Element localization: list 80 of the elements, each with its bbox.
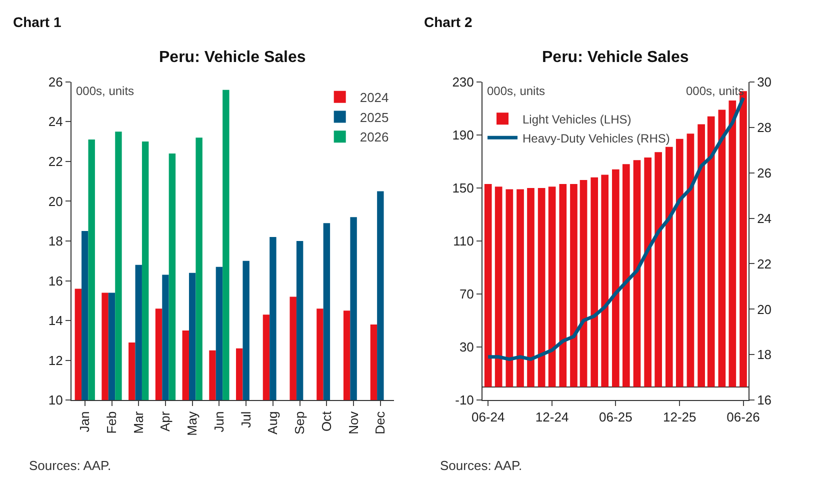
bar [612, 169, 620, 387]
y-tick-label: 16 [48, 273, 63, 288]
bar [718, 110, 726, 387]
y2-tick-label: 22 [757, 256, 772, 272]
y2-tick-label: 20 [757, 302, 772, 317]
bar [527, 188, 534, 387]
bar [494, 186, 502, 387]
x-tick-label: 06-25 [599, 410, 632, 425]
source-note: Sources: AAP. [440, 458, 522, 473]
bar [728, 100, 736, 387]
legend-label: Heavy-Duty Vehicles (RHS) [522, 131, 670, 146]
y-tick-label: 70 [459, 286, 474, 302]
y-tick-label: 110 [453, 234, 474, 249]
x-tick-label: Sep [292, 411, 308, 434]
bar [686, 134, 694, 387]
x-tick-label: Oct [318, 410, 334, 432]
chart-title: Peru: Vehicle Sales [542, 49, 689, 66]
bar [601, 174, 609, 387]
x-tick-label: May [184, 410, 200, 436]
x-tick-label: Dec [372, 410, 388, 434]
y-tick-label: 190 [452, 127, 474, 142]
y-tick-label: 230 [452, 74, 474, 90]
y-tick-label: 30 [459, 340, 474, 355]
y-tick-label: 24 [48, 114, 63, 130]
y2-tick-label: 16 [757, 392, 772, 408]
bar [633, 160, 641, 387]
y2-tick-label: 30 [757, 74, 772, 90]
bar [654, 152, 662, 387]
y-tick-label: 22 [48, 154, 63, 169]
caption: Chart 2 [424, 14, 472, 30]
x-tick-label: Mar [130, 410, 146, 434]
annotation: 000s, units [686, 84, 744, 98]
annotation: 000s, units [76, 84, 134, 98]
x-tick-label: Aug [265, 411, 280, 434]
bar [665, 146, 673, 387]
bar [538, 188, 546, 387]
y-tick-label: -10 [455, 392, 474, 408]
bar [580, 180, 588, 387]
x-tick-label: Feb [104, 411, 119, 434]
x-tick-label: Apr [158, 410, 173, 432]
x-tick-label: 12-25 [663, 410, 696, 425]
x-tick-label: Jul [238, 411, 254, 428]
y-tick-label: 18 [48, 234, 63, 249]
bar [516, 189, 524, 387]
y-tick-label: 12 [48, 352, 63, 368]
bar [698, 124, 705, 387]
y-tick-label: 150 [452, 180, 474, 196]
legend-label: 2026 [360, 130, 389, 145]
x-tick-label: Jun [211, 411, 226, 432]
bar [570, 184, 578, 387]
y2-tick-label: 26 [757, 165, 772, 180]
legend-label: 2025 [360, 110, 389, 125]
legend-label: Light Vehicles (LHS) [522, 112, 632, 126]
bar [644, 157, 652, 387]
y2-tick-label: 18 [757, 347, 772, 362]
x-tick-label: Nov [346, 410, 361, 434]
line-series [486, 96, 745, 361]
caption: Chart 1 [13, 14, 62, 30]
bar [506, 189, 514, 387]
y-tick-label: 26 [48, 74, 63, 90]
bar [590, 177, 598, 387]
x-tick-label: Jan [77, 411, 92, 432]
y-tick-label: 20 [48, 194, 63, 209]
bar [559, 184, 567, 387]
bar [622, 164, 630, 387]
annotation: 000s, units [487, 84, 546, 98]
bar [484, 184, 492, 387]
bar [676, 138, 684, 387]
bar [707, 116, 715, 387]
y-tick-label: 10 [48, 392, 63, 408]
y-tick-label: 14 [48, 313, 63, 328]
x-tick-label: 06-26 [726, 410, 760, 425]
legend-label: 2024 [360, 90, 389, 105]
source-note: Sources: AAP. [29, 458, 112, 473]
y2-tick-label: 24 [757, 210, 772, 226]
y2-tick-label: 28 [757, 120, 772, 135]
x-tick-label: 12-24 [535, 410, 569, 425]
chart-title: Peru: Vehicle Sales [159, 49, 306, 66]
bar [548, 186, 556, 387]
x-tick-label: 06-24 [471, 410, 505, 425]
